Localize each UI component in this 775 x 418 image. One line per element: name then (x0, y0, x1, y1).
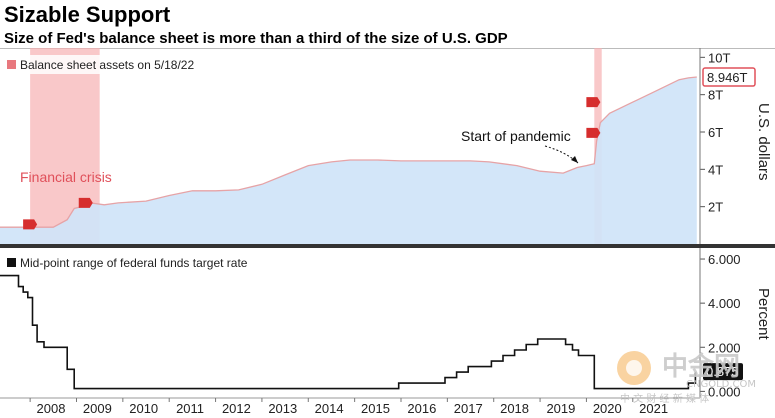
y-tick-label: 8T (708, 88, 723, 103)
y-tick-label: 4.000 (708, 296, 741, 311)
watermark: 中金网 CNGOLD.COM 中 文 财 经 新 媒 体 (617, 351, 756, 405)
y-tick-label: 0.000 (708, 384, 741, 399)
x-tick-label: 2018 (500, 401, 529, 416)
fed-funds-line (0, 274, 697, 390)
pandemic-annotation-arrow (544, 145, 579, 164)
event-marker-icon (78, 197, 93, 208)
watermark-sub: CNGOLD.COM (686, 379, 756, 390)
y-tick-label: 2T (708, 200, 723, 215)
x-tick-label: 2014 (315, 401, 344, 416)
x-tick-label: 2013 (268, 401, 297, 416)
y-tick-label: 10T (708, 50, 730, 65)
x-tick-label: 2020 (593, 401, 622, 416)
legend-swatch-fed-funds (7, 258, 16, 267)
watermark-text: 中金网 (662, 351, 740, 382)
pandemic-arrow-head (571, 156, 578, 163)
y-tick-label: 6T (708, 125, 723, 140)
pandemic-annotation-label: Start of pandemic (461, 128, 571, 144)
balance-sheet-panel: 2T 4T 6T 8T 10T 8.946T (0, 48, 756, 244)
y-axis-title-fed-funds: Percent (755, 288, 772, 341)
y-axis-title-balance-sheet: U.S. dollars (755, 103, 772, 181)
fed-funds-last-value-box (703, 363, 743, 381)
x-tick-label: 2021 (639, 401, 668, 416)
financial-crisis-label: Financial crisis (20, 169, 112, 185)
chart-title: Sizable Support (4, 2, 171, 27)
balance-sheet-line (0, 76, 697, 228)
legend-fed-funds: Mid-point range of federal funds target … (7, 256, 248, 270)
x-tick-label: 2017 (454, 401, 483, 416)
x-tick-label: 2011 (176, 401, 204, 416)
event-marker-icon (23, 219, 38, 230)
legend-text-fed-funds: Mid-point range of federal funds target … (20, 256, 248, 270)
fed-funds-panel: 0.000 2.000 4.000 6.000 0.875 (0, 248, 743, 399)
y-tick-label: 6.000 (708, 252, 741, 267)
x-tick-label: 2010 (129, 401, 158, 416)
x-tick-label: 2015 (361, 401, 390, 416)
x-tick-label: 2012 (222, 401, 251, 416)
x-axis: 2008 2009 2010 2011 2012 2013 2014 2015 2016 2017… (0, 397, 700, 416)
x-tick-label: 2009 (83, 401, 112, 416)
x-tick-label: 2008 (37, 401, 66, 416)
x-tick-label: 2016 (407, 401, 436, 416)
y-tick-label: 2.000 (708, 340, 741, 355)
legend-text-balance-sheet: Balance sheet assets on 5/18/22 (20, 58, 194, 72)
watermark-tagline: 中 文 财 经 新 媒 体 (620, 392, 709, 405)
legend-balance-sheet: Balance sheet assets on 5/18/22 (2, 55, 200, 74)
last-value-box (702, 67, 756, 87)
panel-divider (0, 244, 775, 248)
legend-swatch-balance-sheet (7, 60, 16, 69)
chart-subtitle: Size of Fed's balance sheet is more than… (4, 30, 508, 47)
event-marker-icon (586, 127, 601, 138)
y-tick-label: 4T (708, 162, 723, 177)
event-marker-icon (586, 97, 601, 108)
x-tick-label: 2019 (546, 401, 575, 416)
last-value-label: 8.946T (707, 70, 748, 85)
fed-funds-last-value-label: 0.875 (706, 364, 739, 379)
